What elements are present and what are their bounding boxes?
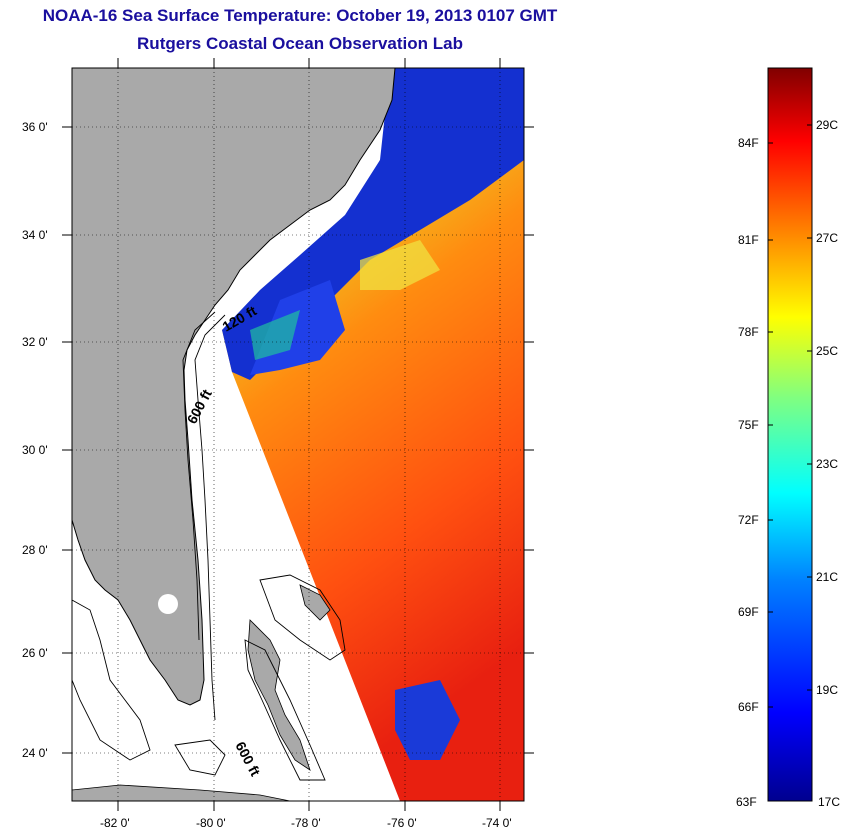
lat-tick-label: 34 0' [22,228,48,242]
lat-tick-label: 26 0' [22,646,48,660]
colorbar-gradient [767,67,813,802]
colorbar-c-label: 25C [816,344,838,358]
lat-tick-label: 24 0' [22,746,48,760]
colorbar-f-label: 78F [738,325,759,339]
colorbar: 84F 81F 78F 75F 72F 69F 66F 63F 29C 27C … [736,67,840,809]
latitude-axis: 36 0' 34 0' 32 0' 30 0' 28 0' 26 0' 24 0… [22,120,534,760]
longitude-axis: -82 0' -80 0' -78 0' -76 0' -74 0' [100,58,512,830]
colorbar-c-label: 21C [816,570,838,584]
lake-okeechobee [158,594,178,614]
lon-tick-label: -78 0' [291,816,321,830]
colorbar-f-label: 72F [738,513,759,527]
lon-tick-label: -76 0' [387,816,417,830]
colorbar-f-label: 66F [738,700,759,714]
map-subtitle: Rutgers Coastal Ocean Observation Lab [137,34,463,53]
lon-tick-label: -74 0' [482,816,512,830]
colorbar-f-label: 84F [738,136,759,150]
lat-tick-label: 30 0' [22,443,48,457]
colorbar-c-label: 27C [816,231,838,245]
map-frame [71,67,525,802]
colorbar-f-label: 69F [738,605,759,619]
graticule [72,68,524,801]
lat-tick-label: 28 0' [22,543,48,557]
map-title: NOAA-16 Sea Surface Temperature: October… [42,6,558,25]
lon-tick-label: -82 0' [100,816,130,830]
colorbar-f-label: 63F [736,795,757,809]
map-panel: 120 ft 600 ft 600 ft [72,68,524,801]
land [72,68,396,801]
lat-tick-label: 32 0' [22,335,48,349]
colorbar-f-label: 81F [738,233,759,247]
colorbar-c-label: 19C [816,683,838,697]
colorbar-c-label: 23C [816,457,838,471]
sst-swath [222,68,524,801]
colorbar-c-label: 29C [816,118,838,132]
colorbar-f-label: 75F [738,418,759,432]
lon-tick-label: -80 0' [196,816,226,830]
colorbar-c-label: 17C [818,795,840,809]
lat-tick-label: 36 0' [22,120,48,134]
bathymetry-contours [72,311,346,781]
